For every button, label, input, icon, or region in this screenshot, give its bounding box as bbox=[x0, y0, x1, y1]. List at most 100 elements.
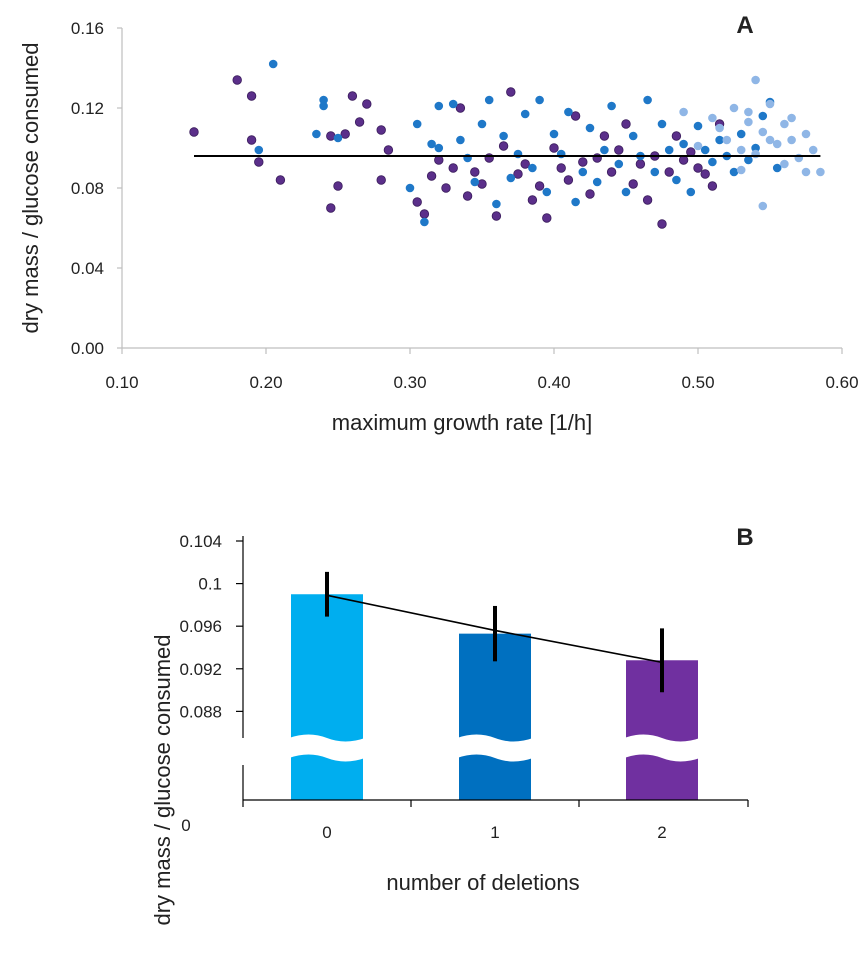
panel-a-point-1 bbox=[542, 187, 552, 197]
panel-a-point-2 bbox=[426, 171, 437, 181]
panel-a-point-0 bbox=[744, 117, 753, 127]
panel-a-point-1 bbox=[434, 101, 444, 111]
panel-a-point-1 bbox=[319, 95, 328, 105]
panel-a-scatter-chart: dry mass / glucose consumed 0.00 0.04 0.08… bbox=[18, 12, 859, 435]
panel-a-point-1 bbox=[708, 157, 717, 167]
panel-a-point-1 bbox=[434, 143, 444, 153]
panel-a-point-2 bbox=[520, 159, 530, 169]
panel-a-letter: A bbox=[736, 12, 753, 39]
panel-a-point-0 bbox=[715, 123, 724, 133]
panel-a-point-1 bbox=[578, 167, 588, 177]
panel-b-x-ticks: 0 1 2 bbox=[242, 800, 749, 842]
panel-a-point-0 bbox=[765, 135, 775, 145]
panel-b-y-tick-label: 0.088 bbox=[179, 702, 222, 721]
panel-a-point-2 bbox=[383, 145, 394, 155]
panel-a-x-axis-title: maximum growth rate [1/h] bbox=[332, 410, 592, 435]
panel-a-point-2 bbox=[506, 87, 516, 97]
panel-a-point-0 bbox=[772, 139, 782, 149]
panel-a-point-1 bbox=[470, 177, 480, 187]
panel-a-point-1 bbox=[614, 159, 624, 169]
panel-a-x-tick-label: 0.60 bbox=[825, 373, 858, 392]
panel-a-point-2 bbox=[254, 157, 264, 167]
panel-a-point-2 bbox=[534, 181, 545, 191]
panel-a-point-1 bbox=[650, 167, 660, 177]
panel-a-x-tick-label: 0.10 bbox=[105, 373, 138, 392]
panel-a-point-2 bbox=[570, 111, 581, 121]
panel-a-point-2 bbox=[606, 167, 617, 177]
panel-a-point-2 bbox=[542, 213, 552, 223]
panel-a-point-2 bbox=[189, 127, 199, 137]
panel-a-x-ticks: 0.10 0.20 0.30 0.40 0.50 0.60 bbox=[105, 348, 859, 392]
panel-a-y-tick-label: 0.08 bbox=[71, 179, 104, 198]
panel-a-point-0 bbox=[729, 103, 739, 113]
panel-a-point-1 bbox=[535, 95, 544, 105]
panel-a-point-0 bbox=[693, 141, 703, 151]
panel-a-x-tick-label: 0.20 bbox=[249, 373, 282, 392]
panel-a-point-1 bbox=[686, 187, 696, 197]
panel-b-y-tick-label: 0.104 bbox=[179, 532, 222, 551]
panel-a-point-2 bbox=[513, 169, 523, 179]
panel-a-point-0 bbox=[736, 165, 746, 175]
panel-a-point-0 bbox=[751, 149, 760, 159]
panel-a-point-2 bbox=[232, 75, 242, 85]
panel-a-point-2 bbox=[657, 219, 667, 229]
panel-b-y-tick-label: 0.1 bbox=[198, 575, 222, 594]
panel-a-point-2 bbox=[347, 91, 358, 101]
panel-a-point-2 bbox=[412, 197, 422, 207]
panel-b-error-bars bbox=[325, 571, 664, 693]
panel-a-point-2 bbox=[700, 169, 710, 179]
panel-a-point-2 bbox=[693, 163, 703, 173]
panel-a-point-0 bbox=[679, 107, 688, 117]
panel-a-point-2 bbox=[578, 157, 588, 167]
panel-a-point-2 bbox=[664, 167, 674, 177]
panel-a-point-2 bbox=[362, 99, 372, 109]
panel-b-y-tick-label: 0.092 bbox=[179, 660, 222, 679]
panel-a-point-0 bbox=[765, 99, 775, 109]
panel-a-point-2 bbox=[614, 145, 624, 155]
panel-a-point-0 bbox=[801, 167, 811, 177]
panel-a-point-2 bbox=[527, 195, 538, 205]
panel-a-point-2 bbox=[642, 195, 653, 205]
panel-b-bar-1 bbox=[459, 633, 531, 800]
panel-a-point-2 bbox=[585, 189, 595, 199]
panel-a-point-1 bbox=[643, 95, 652, 105]
panel-a-point-2 bbox=[477, 179, 487, 189]
panel-a-point-2 bbox=[563, 175, 574, 185]
panel-a-point-1 bbox=[607, 101, 616, 111]
panel-b-bar-0 bbox=[291, 594, 363, 800]
panel-a-data-points bbox=[189, 59, 825, 229]
panel-a-y-ticks: 0.00 0.04 0.08 0.12 0.16 bbox=[71, 19, 122, 358]
panel-a-x-tick-label: 0.30 bbox=[393, 373, 426, 392]
panel-a-point-0 bbox=[736, 145, 746, 155]
panel-b-bar-chart: dry mass / glucose consumed 0.104 0.1 0.09… bbox=[150, 524, 754, 926]
panel-a-point-1 bbox=[254, 145, 264, 155]
panel-a-point-1 bbox=[600, 145, 609, 155]
panel-a-point-1 bbox=[528, 163, 537, 173]
panel-a-point-0 bbox=[758, 127, 768, 137]
panel-a-y-axis-title: dry mass / glucose consumed bbox=[18, 42, 43, 333]
panel-b-y-zero-label: 0 bbox=[181, 816, 190, 835]
panel-a-point-1 bbox=[405, 183, 415, 193]
panel-a-point-1 bbox=[585, 123, 595, 133]
panel-a-point-2 bbox=[326, 203, 336, 213]
panel-a-point-1 bbox=[715, 135, 724, 145]
panel-a-point-1 bbox=[664, 145, 674, 155]
panel-a-point-1 bbox=[492, 199, 501, 209]
panel-a-point-1 bbox=[420, 217, 429, 227]
panel-a-point-2 bbox=[448, 163, 458, 173]
panel-a-point-1 bbox=[448, 99, 458, 109]
panel-a-point-1 bbox=[736, 129, 746, 139]
panel-a-point-1 bbox=[693, 121, 703, 131]
panel-a-point-2 bbox=[621, 119, 631, 129]
panel-a-point-1 bbox=[772, 163, 782, 173]
panel-b-bars bbox=[291, 594, 698, 800]
panel-a-point-0 bbox=[744, 107, 753, 117]
panel-a-point-1 bbox=[679, 139, 688, 149]
panel-a-point-2 bbox=[635, 159, 646, 169]
panel-a-point-1 bbox=[268, 59, 278, 69]
panel-a-point-2 bbox=[498, 141, 509, 151]
panel-a-point-1 bbox=[751, 143, 760, 153]
panel-a-point-1 bbox=[520, 109, 530, 119]
panel-a-point-2 bbox=[599, 131, 610, 141]
panel-a-point-2 bbox=[441, 183, 451, 193]
